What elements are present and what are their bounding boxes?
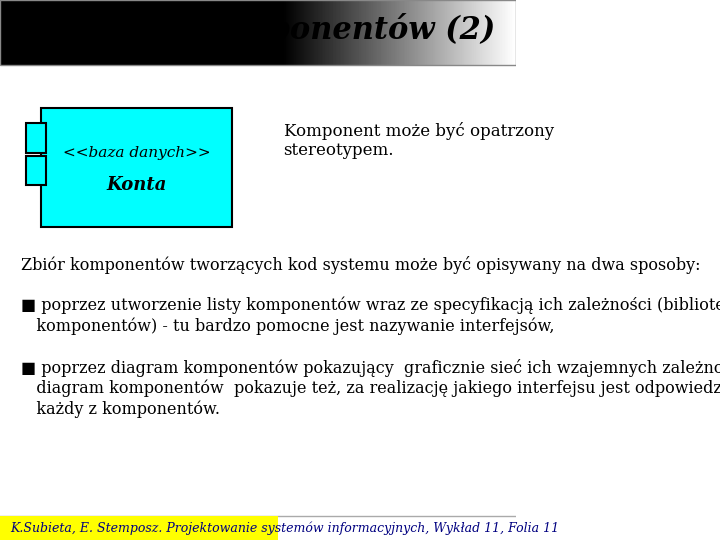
Bar (0, 0, 516, 65)
Bar (41, 108, 232, 227)
Text: Konta: Konta (107, 176, 167, 194)
Bar (26, 124, 46, 153)
Text: Komponent może być opatrzony
stereotypem.: Komponent może być opatrzony stereotypem… (284, 122, 554, 159)
Text: ■ poprzez diagram komponentów pokazujący  graficznie sieć ich wzajemnych zależno: ■ poprzez diagram komponentów pokazujący… (21, 359, 720, 417)
Bar (26, 156, 46, 185)
Text: K.Subieta, E. Stemposz. Projektowanie systemów informacyjnych, Wykład 11, Folia : K.Subieta, E. Stemposz. Projektowanie sy… (10, 522, 559, 535)
Text: ■ poprzez utworzenie listy komponentów wraz ze specyfikacją ich zależności (bibl: ■ poprzez utworzenie listy komponentów w… (21, 297, 720, 335)
Text: Zbiór komponentów tworzących kod systemu może być opisywany na dwa sposoby:: Zbiór komponentów tworzących kod systemu… (21, 256, 700, 274)
Text: <<baza danych>>: <<baza danych>> (63, 146, 210, 160)
Text: Diagramy komponentów (2): Diagramy komponentów (2) (19, 13, 496, 46)
Bar (0, 516, 279, 540)
